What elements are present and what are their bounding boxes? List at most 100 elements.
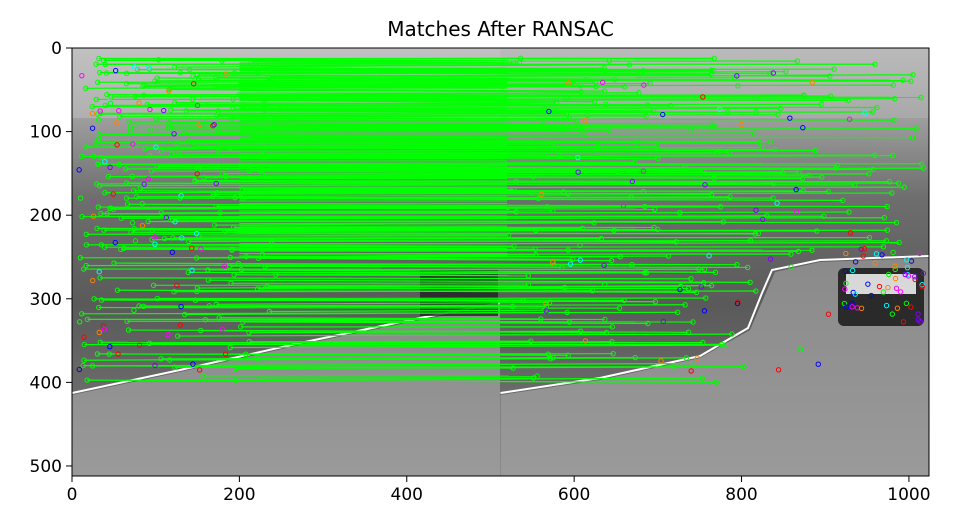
keypoint [861, 246, 868, 252]
keypoint-right [516, 60, 523, 66]
keypoint-right [622, 84, 628, 90]
keypoint-right [699, 375, 706, 381]
keypoint-right [870, 109, 876, 115]
keypoint-right [751, 130, 757, 136]
keypoint-left [194, 288, 200, 295]
keypoint [89, 125, 96, 131]
keypoint-right [753, 109, 759, 115]
keypoint-right [544, 204, 550, 210]
keypoint-right [880, 244, 887, 250]
keypoint-right [506, 151, 512, 157]
keypoint [894, 305, 901, 311]
keypoint [152, 362, 158, 369]
match-line [249, 330, 581, 334]
chart-title: Matches After RANSAC [387, 17, 614, 41]
keypoint [575, 169, 581, 175]
keypoint-right [578, 89, 584, 95]
keypoint-left [212, 83, 219, 90]
keypoint-right [833, 165, 840, 171]
keypoint-left [102, 61, 109, 68]
keypoint-right [701, 266, 708, 272]
keypoint-right [918, 94, 924, 101]
keypoint-right [700, 280, 707, 286]
keypoint [160, 107, 167, 114]
keypoint [172, 219, 178, 225]
keypoint [131, 307, 137, 314]
keypoint [178, 192, 184, 199]
keypoint-right [788, 251, 794, 257]
keypoint-left [142, 146, 149, 152]
match-line [208, 279, 751, 283]
keypoint-left [154, 163, 160, 170]
keypoint-left [227, 145, 234, 151]
keypoint-left [98, 155, 104, 161]
keypoint-right [889, 152, 896, 159]
keypoint-right [603, 101, 609, 108]
keypoint-left [177, 70, 184, 76]
keypoint [886, 271, 892, 278]
keypoint-left [95, 161, 101, 168]
keypoint-left [148, 168, 155, 174]
keypoint-left [133, 122, 139, 129]
keypoint-left [81, 357, 87, 363]
keypoint [165, 331, 171, 338]
keypoint-right [734, 261, 740, 268]
match-line [157, 165, 837, 169]
keypoint-left [198, 327, 204, 334]
keypoint-right [809, 247, 815, 253]
keypoint-right [579, 225, 585, 231]
keypoint-left [94, 79, 101, 85]
keypoint [809, 79, 816, 86]
keypoint-left [215, 148, 221, 154]
keypoint-right [767, 138, 773, 145]
keypoint-right [893, 219, 900, 226]
match-line [140, 186, 905, 189]
keypoint [865, 281, 871, 287]
match-line [249, 340, 531, 343]
keypoint-left [276, 186, 282, 193]
keypoint-left [206, 303, 212, 309]
keypoint-right [651, 224, 657, 231]
match-line [269, 309, 546, 313]
keypoint [177, 322, 184, 328]
y-axis: 0 100 200 300 400 500 [30, 39, 72, 477]
keypoint-left [223, 174, 229, 180]
keypoint-right [513, 178, 519, 185]
keypoint-right [525, 273, 531, 279]
keypoint [76, 167, 82, 173]
keypoint-right [800, 188, 806, 194]
keypoint [152, 234, 158, 240]
keypoint-right [603, 329, 610, 336]
keypoint [852, 259, 859, 265]
keypoint-left [83, 242, 90, 248]
keypoint-left [231, 224, 237, 231]
keypoint-left [192, 178, 198, 185]
keypoint-right [886, 179, 893, 185]
keypoint [858, 246, 864, 252]
keypoint [880, 289, 887, 295]
keypoint-left [213, 301, 220, 307]
match-line [109, 353, 569, 356]
keypoint-left [246, 330, 252, 336]
keypoint-left [234, 228, 241, 235]
keypoint-right [806, 172, 812, 178]
keypoint [136, 100, 142, 106]
keypoint-right [577, 82, 584, 89]
keypoint-right [543, 152, 549, 158]
keypoint-left [205, 277, 212, 283]
keypoint-right [504, 204, 511, 211]
keypoint-right [534, 373, 540, 379]
keypoint [912, 273, 918, 280]
keypoint-left [101, 227, 107, 233]
keypoint-right [533, 227, 539, 233]
keypoint [114, 120, 120, 126]
keypoint [153, 144, 159, 150]
keypoint-right [827, 73, 833, 79]
match-line [209, 304, 686, 307]
keypoint [139, 201, 145, 207]
keypoint-left [77, 255, 84, 261]
keypoint [115, 351, 121, 357]
keypoint-right [511, 243, 517, 249]
keypoint-right [840, 197, 846, 204]
keypoint-right [727, 194, 733, 200]
